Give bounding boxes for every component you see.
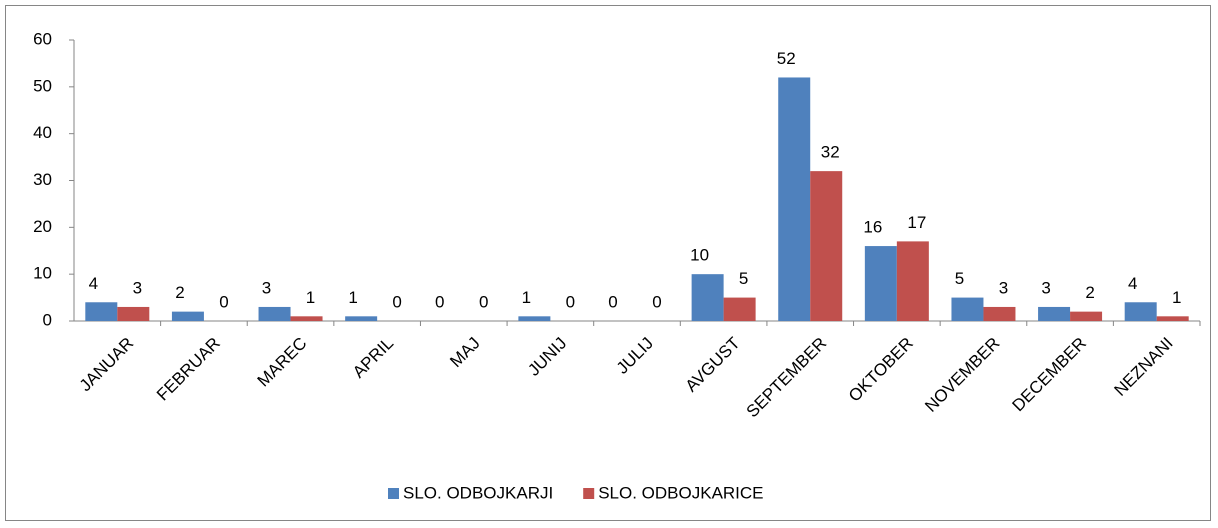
bar (518, 316, 551, 321)
y-tick-label: 20 (33, 217, 52, 236)
data-label: 0 (392, 292, 401, 311)
bar (290, 316, 323, 321)
data-label: 3 (1041, 278, 1050, 297)
bar (1070, 311, 1103, 321)
data-label: 16 (863, 218, 882, 237)
data-label: 32 (821, 143, 840, 162)
data-label: 5 (955, 269, 964, 288)
y-tick-label: 0 (43, 310, 52, 329)
data-label: 10 (690, 246, 709, 265)
data-label: 1 (348, 288, 357, 307)
bar (778, 77, 811, 321)
data-label: 1 (306, 288, 315, 307)
data-label: 52 (777, 49, 796, 68)
data-label: 0 (435, 292, 444, 311)
bar (864, 246, 897, 321)
data-label: 1 (1172, 288, 1181, 307)
data-label: 2 (1085, 283, 1094, 302)
data-label: 3 (999, 278, 1008, 297)
bar (345, 316, 378, 321)
data-label: 5 (739, 269, 748, 288)
bar (85, 302, 118, 321)
data-label: 2 (175, 283, 184, 302)
data-label: 0 (219, 292, 228, 311)
bar (258, 306, 291, 321)
data-label: 0 (566, 292, 575, 311)
data-label: 0 (608, 292, 617, 311)
data-label: 0 (652, 292, 661, 311)
chart-frame (5, 5, 1211, 521)
bar (1124, 302, 1157, 321)
data-label: 0 (479, 292, 488, 311)
bar (896, 241, 929, 321)
bar (1156, 316, 1189, 321)
bar (723, 297, 756, 321)
y-tick-label: 10 (33, 264, 52, 283)
bar (171, 311, 204, 321)
legend-label: SLO. ODBOJKARICE (598, 483, 763, 502)
y-tick-label: 30 (33, 170, 52, 189)
legend-swatch (583, 488, 595, 499)
data-label: 4 (89, 274, 98, 293)
y-tick-label: 50 (33, 76, 52, 95)
y-tick-label: 60 (33, 29, 52, 48)
bar (951, 297, 984, 321)
bar (691, 274, 724, 321)
data-label: 3 (133, 278, 142, 297)
legend-swatch (388, 488, 399, 499)
bar (983, 306, 1016, 321)
data-label: 4 (1128, 274, 1137, 293)
data-label: 3 (262, 278, 271, 297)
data-label: 17 (907, 213, 926, 232)
bar (810, 171, 843, 321)
legend-label: SLO. ODBOJKARJI (403, 483, 553, 502)
y-tick-label: 40 (33, 123, 52, 142)
data-label: 1 (522, 288, 531, 307)
bar (117, 306, 150, 321)
bar (1038, 306, 1071, 321)
